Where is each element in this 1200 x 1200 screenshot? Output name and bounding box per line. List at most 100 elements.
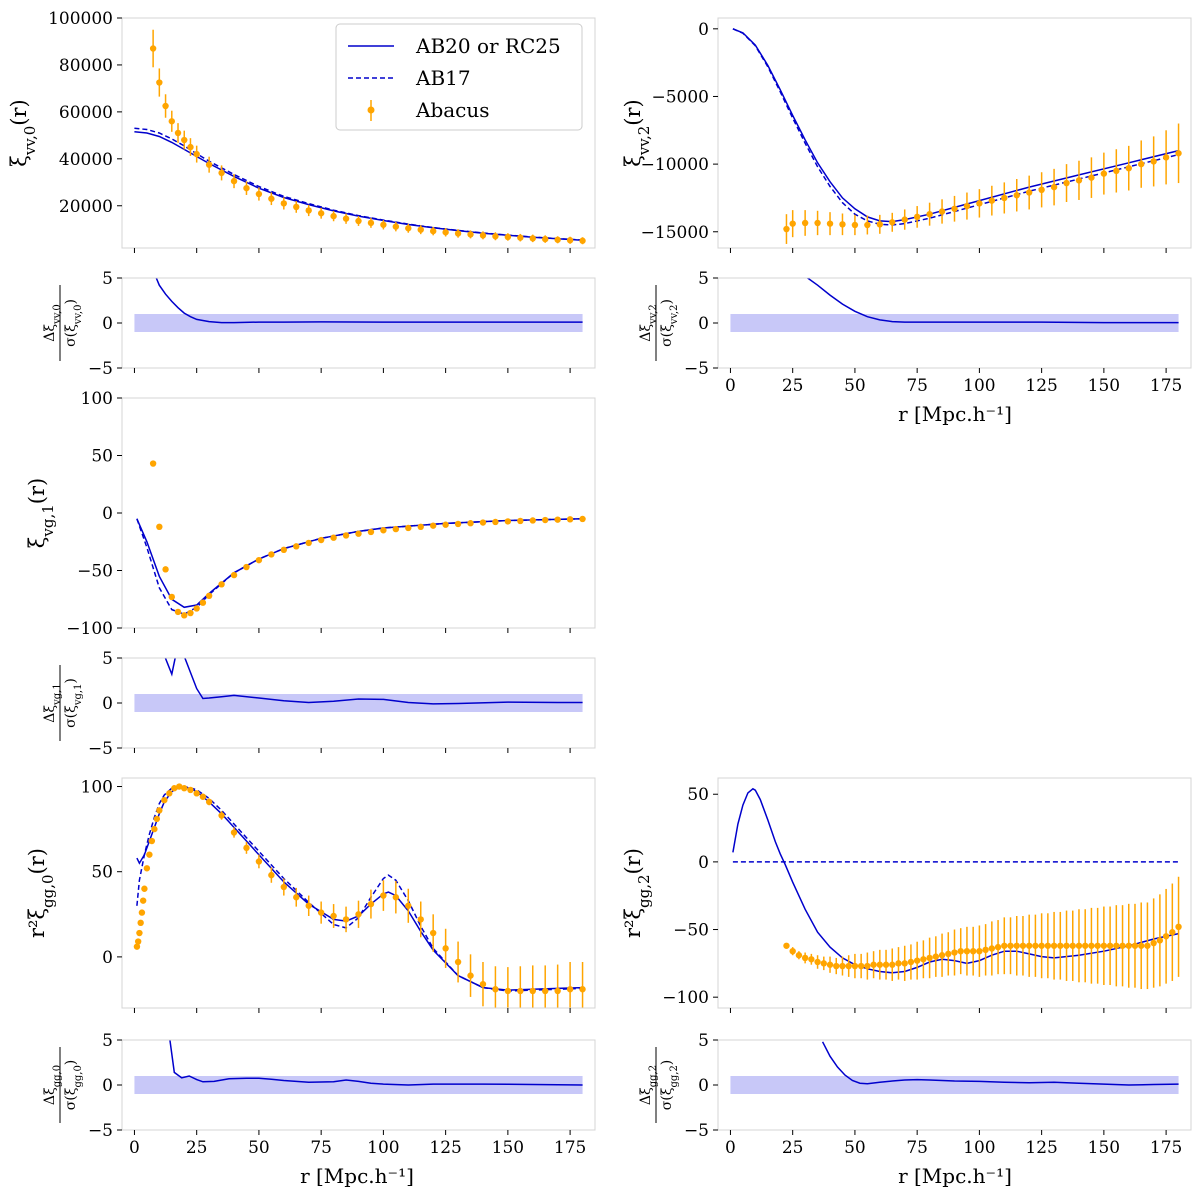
x-tick-label: 50 <box>844 376 866 396</box>
data-point <box>833 962 840 970</box>
x-tick-label: 25 <box>782 376 804 396</box>
panel-xi_vv0: 20000 40000 60000 80000 100000 ξvv,0​(r) <box>7 9 596 253</box>
panel-xi_vv2: −15000 −10000 −5000 0 ξvv,2​(r) <box>621 17 1192 253</box>
y-tick-label: −50 <box>673 921 709 941</box>
y-tick-label: 5 <box>102 269 113 289</box>
y-tick-label: −5 <box>88 359 113 379</box>
data-point <box>851 221 859 229</box>
data-point <box>141 885 148 892</box>
data-point <box>293 894 300 901</box>
data-point <box>1075 177 1083 184</box>
data-point <box>889 961 896 968</box>
data-point <box>199 793 207 800</box>
data-point <box>280 883 288 891</box>
x-tick-label: 0 <box>725 376 736 396</box>
data-point <box>857 962 865 970</box>
model-line-ab20 <box>821 1041 1179 1086</box>
x-tick-label: 100 <box>963 1138 995 1158</box>
data-point <box>1088 174 1095 181</box>
x-axis-label-bottom-right: r [Mpc.h⁻¹] <box>898 1164 1012 1188</box>
data-point <box>783 225 790 233</box>
data-point <box>566 237 574 244</box>
y-axis-label: r²ξgg,0​(r) <box>25 848 57 938</box>
x-tick-label: 175 <box>1150 376 1182 396</box>
data-point <box>1175 923 1182 931</box>
data-point <box>901 216 908 223</box>
data-point <box>864 221 871 229</box>
data-point <box>1125 942 1132 949</box>
y-axis-label-denominator: σ(ξvg,1​) <box>63 678 84 728</box>
y-axis-label-denominator: σ(ξgg,0​) <box>63 1060 84 1111</box>
data-point <box>143 865 151 872</box>
data-point <box>554 516 561 523</box>
data-point <box>429 522 437 529</box>
data-point <box>367 900 375 908</box>
data-point <box>1013 192 1020 199</box>
data-point <box>529 987 536 995</box>
data-point <box>367 219 375 227</box>
y-tick-label: 80000 <box>59 56 113 76</box>
data-point <box>1050 942 1058 949</box>
data-point <box>161 796 168 804</box>
data-point <box>1057 942 1064 949</box>
legend-label-ab20: AB20 or RC25 <box>415 34 561 58</box>
data-point <box>255 858 263 865</box>
y-axis-label: Δξgg,0​σ(ξgg,0​) <box>42 1047 84 1123</box>
data-point <box>1069 942 1076 949</box>
x-tick-label: 125 <box>429 1138 461 1158</box>
x-tick-label: 0 <box>725 1138 736 1158</box>
data-point <box>442 229 449 236</box>
data-point <box>255 556 263 564</box>
legend: AB20 or RC25 AB17 Abacus <box>335 23 583 131</box>
sigma-band <box>730 1076 1179 1094</box>
data-point <box>826 220 834 227</box>
data-point <box>1175 150 1182 157</box>
axes-frame <box>717 17 1192 249</box>
data-point <box>913 957 921 964</box>
y-tick-label: 0 <box>102 504 113 524</box>
data-point <box>136 929 143 937</box>
y-axis-label-denominator: σ(ξvv,0​) <box>63 299 84 347</box>
y-tick-label: 0 <box>698 20 709 40</box>
data-point <box>479 980 487 988</box>
y-tick-label: 5 <box>102 1031 113 1051</box>
data-point <box>218 581 225 588</box>
panel-xi_gg2: −100 −50 0 50 r²ξgg,2​(r) <box>621 777 1192 1013</box>
y-axis-label: ξvg,1​(r) <box>25 478 57 548</box>
data-point <box>882 961 890 968</box>
data-point <box>1081 942 1089 949</box>
y-tick-label: −100 <box>66 619 113 639</box>
data-point <box>1144 942 1151 949</box>
data-point <box>517 517 524 525</box>
data-point <box>517 987 524 995</box>
data-point <box>994 943 1002 951</box>
data-point <box>566 986 574 993</box>
data-point <box>554 236 561 243</box>
data-point <box>342 532 350 539</box>
data-point <box>149 460 157 467</box>
panel-ratio_vv0: −5 0 5 Δξvv,0​σ(ξvv,0​) <box>42 269 596 379</box>
data-point <box>380 892 387 899</box>
data-point <box>839 221 846 228</box>
data-point <box>517 234 524 241</box>
model-line-ab20 <box>164 658 583 705</box>
data-point <box>230 177 238 185</box>
data-point <box>1063 942 1070 949</box>
data-point <box>1063 179 1070 187</box>
y-axis-label: ξvv,2​(r) <box>621 99 653 167</box>
data-point <box>808 956 815 963</box>
data-point <box>187 786 194 794</box>
data-point <box>317 210 325 217</box>
data-point <box>1169 929 1176 936</box>
model-line-ab20 <box>136 786 583 991</box>
data-point <box>926 954 933 962</box>
data-point <box>305 902 312 909</box>
data-point <box>982 946 989 954</box>
data-point <box>1150 939 1157 947</box>
model-line-ab20 <box>169 1040 583 1086</box>
data-point <box>342 215 350 222</box>
panel-ratio_vv2: 0 25 50 75 100 125 150 175 −5 0 5 Δξvv,2​σ(ξvv,2​) <box>638 269 1192 396</box>
data-point <box>566 516 574 523</box>
y-tick-label: −5000 <box>651 87 709 107</box>
data-point <box>1100 170 1108 177</box>
